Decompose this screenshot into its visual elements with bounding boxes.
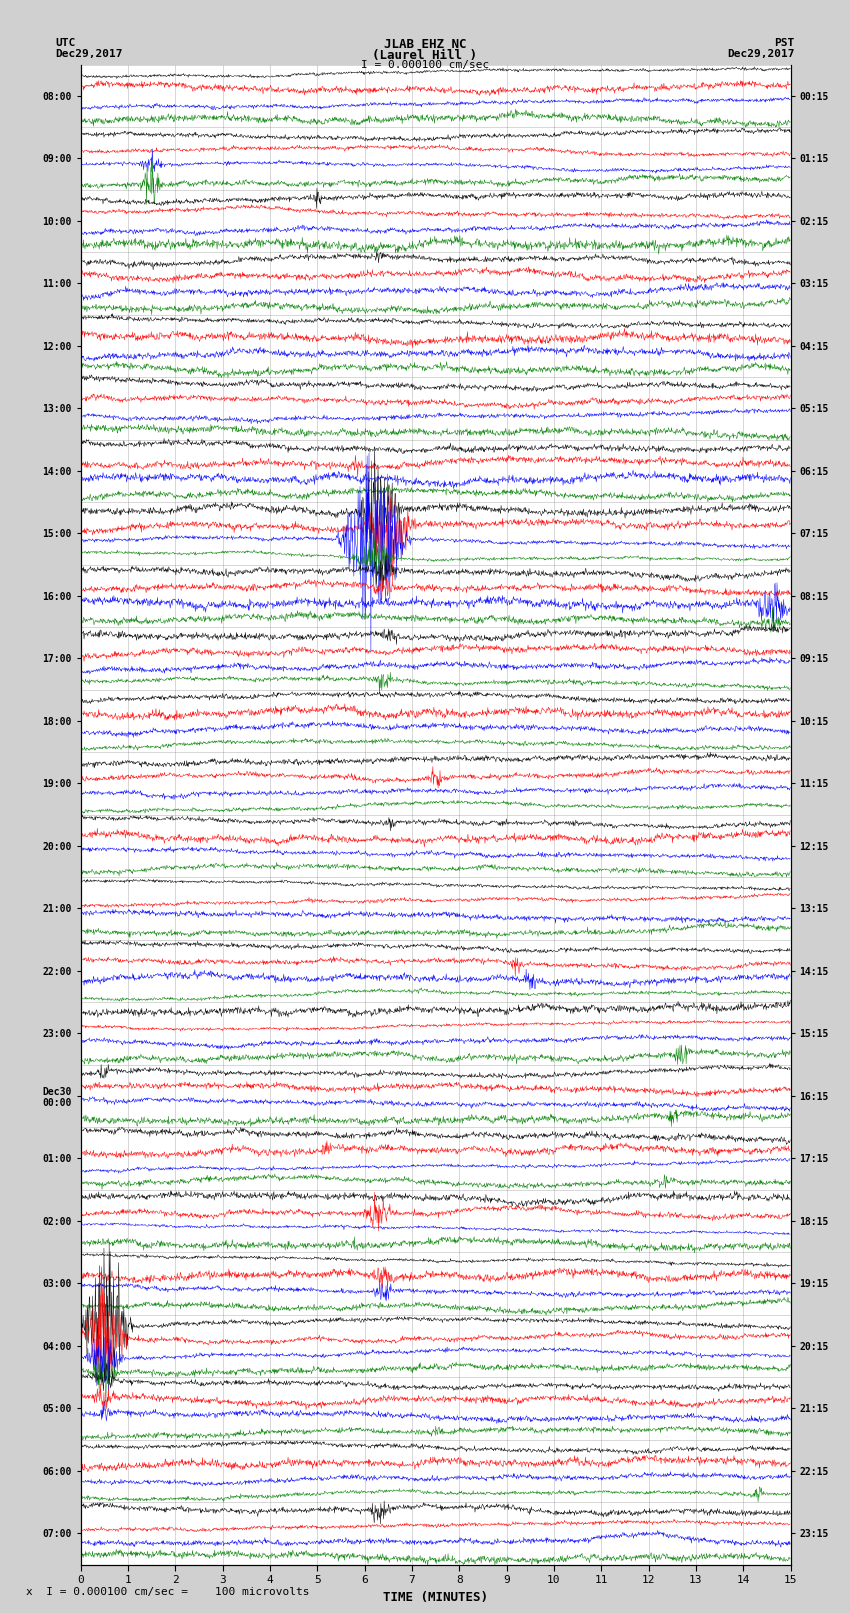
Text: Dec29,2017: Dec29,2017	[728, 50, 795, 60]
Text: (Laurel Hill ): (Laurel Hill )	[372, 50, 478, 63]
Text: I = 0.000100 cm/sec: I = 0.000100 cm/sec	[361, 60, 489, 71]
Text: Dec29,2017: Dec29,2017	[55, 50, 122, 60]
Text: PST: PST	[774, 37, 795, 48]
Text: x  I = 0.000100 cm/sec =    100 microvolts: x I = 0.000100 cm/sec = 100 microvolts	[26, 1587, 309, 1597]
Text: JLAB EHZ NC: JLAB EHZ NC	[383, 37, 467, 52]
Text: UTC: UTC	[55, 37, 76, 48]
X-axis label: TIME (MINUTES): TIME (MINUTES)	[383, 1590, 488, 1603]
